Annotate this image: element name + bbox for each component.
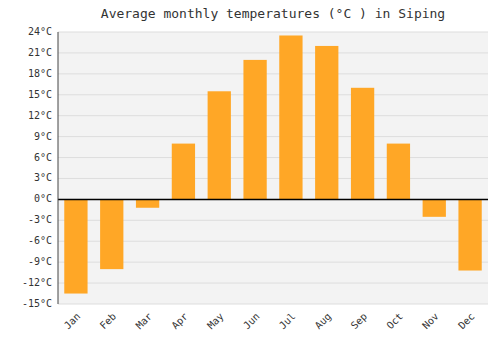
bar [64, 199, 87, 293]
bar [458, 199, 481, 270]
x-tick-label: Apr [169, 311, 190, 332]
grid-line [58, 157, 488, 158]
bar [279, 35, 302, 199]
x-tick-label: Nov [420, 311, 441, 332]
x-tick-label: Oct [384, 311, 405, 332]
bar [315, 46, 338, 199]
grid [58, 32, 488, 304]
chart-container: -15°C -12°C -9°C -6°C -3°C 0°C 3°C 6°C 9°C 12°C 15… [0, 0, 500, 350]
x-tick-label: Jul [277, 311, 298, 332]
bars [64, 35, 481, 293]
grid-line [58, 199, 488, 200]
grid-line [58, 52, 488, 53]
bar [423, 199, 446, 216]
y-tick-label: 15°C [28, 89, 52, 100]
bar [172, 144, 195, 200]
y-axis-line [58, 32, 59, 304]
bar [387, 144, 410, 200]
grid-line [58, 283, 488, 284]
plot-background [58, 32, 488, 304]
grid-line [58, 178, 488, 179]
grid-line [58, 115, 488, 116]
bar [208, 91, 231, 199]
bar [351, 88, 374, 200]
y-ticks: -15°C -12°C -9°C -6°C -3°C 0°C 3°C 6°C 9°C 12°C 15… [22, 26, 52, 309]
y-tick-label: -12°C [22, 277, 52, 288]
zero-line [58, 199, 488, 201]
y-tick-label: 0°C [34, 193, 52, 204]
x-tick-label: Mar [134, 311, 155, 332]
x-tick-label: Dec [456, 311, 477, 332]
y-tick-label: 3°C [34, 172, 52, 183]
y-tick-label: 12°C [28, 110, 52, 121]
y-tick-label: -3°C [28, 214, 52, 225]
grid-line [58, 32, 488, 33]
y-tick-label: 24°C [28, 26, 52, 37]
y-tick-label: 21°C [28, 47, 52, 58]
grid-line [58, 73, 488, 74]
y-tick-label: 9°C [34, 131, 52, 142]
x-tick-label: May [205, 311, 226, 332]
y-tick-label: -6°C [28, 235, 52, 246]
x-ticks: Jan Feb Mar Apr May Jun Jul Aug Sep Oct Nov Dec [62, 311, 477, 332]
x-tick-label: Aug [313, 311, 334, 332]
x-tick-label: Feb [98, 311, 119, 332]
y-tick-label: -15°C [22, 298, 52, 309]
y-tick-label: -9°C [28, 256, 52, 267]
chart: -15°C -12°C -9°C -6°C -3°C 0°C 3°C 6°C 9°C 12°C 15… [0, 0, 500, 350]
x-tick-label: Sep [349, 311, 370, 332]
bar [100, 199, 123, 269]
x-tick-label: Jun [241, 311, 262, 332]
grid-line [58, 94, 488, 95]
grid-line [58, 304, 488, 305]
title: Average monthly temperatures (°C ) in Si… [101, 6, 445, 21]
x-tick-label: Jan [62, 311, 83, 332]
grid-line [58, 136, 488, 137]
bar [243, 60, 266, 199]
y-tick-label: 6°C [34, 152, 52, 163]
bar [136, 199, 159, 207]
y-tick-label: 18°C [28, 68, 52, 79]
